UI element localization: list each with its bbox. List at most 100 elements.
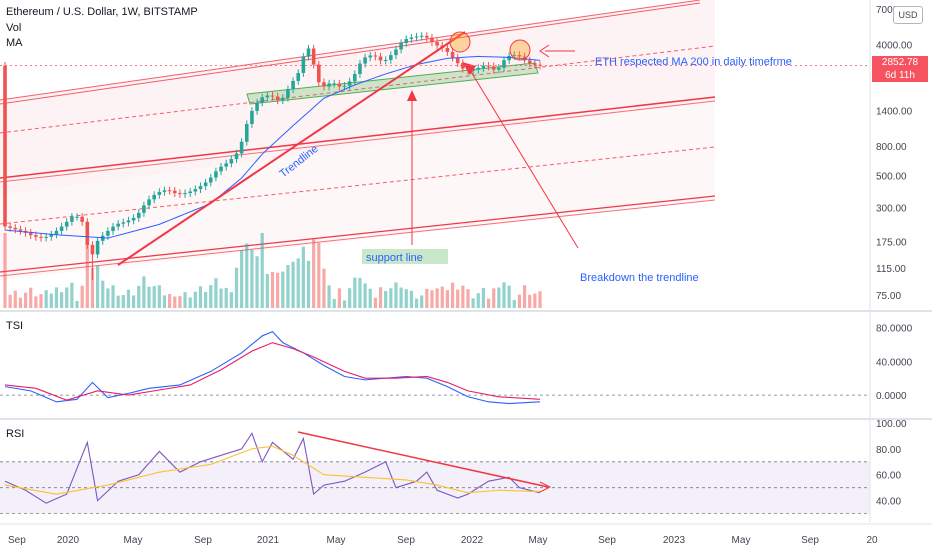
candle-body [332, 83, 337, 85]
rsi-trendline[interactable] [297, 431, 549, 488]
time-axis-tick: May [529, 535, 548, 546]
candle-body [414, 36, 419, 38]
rsi-pane[interactable] [0, 431, 870, 514]
channel-mid-line[interactable] [0, 96, 716, 179]
ma200-annotation[interactable]: ETH respected MA 200 in daily timefrme [595, 56, 792, 68]
candle-body [502, 60, 506, 68]
price-axis-tick: 175.00 [876, 238, 907, 249]
rsi-axis-tick: 100.00 [876, 419, 907, 430]
candle-body [95, 240, 100, 255]
volume-bar [95, 265, 100, 308]
candle-body [491, 66, 496, 70]
channel-lower-line[interactable] [0, 195, 716, 273]
rsi-ma-line[interactable] [4, 445, 541, 495]
candle-body [430, 37, 434, 43]
candle-body [219, 166, 223, 172]
candle-body [275, 96, 280, 101]
volume-bar [224, 287, 228, 308]
support-zone[interactable] [246, 62, 539, 105]
time-axis-tick: 2020 [57, 535, 80, 546]
volume-bar [142, 276, 146, 308]
candle-body [296, 73, 301, 81]
channel-upper-line[interactable] [0, 0, 701, 101]
price-axis-tick: 500.00 [876, 171, 907, 182]
volume-bar [80, 285, 84, 308]
volume-bar [85, 241, 89, 308]
tsi-label[interactable]: TSI [6, 320, 24, 332]
candle-body [533, 63, 537, 65]
volume-series[interactable] [3, 233, 542, 308]
candle-body [178, 193, 182, 195]
last-price-value: 2852.78 [881, 57, 919, 68]
volume-bar [497, 287, 501, 308]
breakdown-arrow-line[interactable] [469, 69, 579, 249]
candle-body [363, 57, 367, 64]
candle-body [70, 216, 74, 222]
volume-bar [301, 246, 305, 308]
volume-bar [486, 298, 491, 308]
price-axis-tick: 115.00 [876, 264, 906, 275]
volume-bar [281, 271, 285, 308]
candle-body [214, 171, 218, 178]
candle-body [188, 191, 192, 194]
volume-bar [173, 296, 177, 308]
channel-mid-line-2[interactable] [0, 100, 716, 183]
time-axis-tick: Sep [801, 535, 819, 546]
time-axis-tick: Sep [194, 535, 212, 546]
support-annotation[interactable]: support line [366, 252, 423, 264]
candle-body [136, 212, 141, 218]
volume-bar [378, 287, 383, 308]
candle-body [455, 57, 460, 64]
trendline[interactable] [117, 31, 466, 266]
tsi-line[interactable] [4, 331, 541, 405]
time-axis-tick: 2021 [257, 535, 280, 546]
volume-bar [250, 249, 254, 308]
candle-body [44, 236, 48, 238]
candle-body [358, 63, 362, 74]
highlight-circle-retest[interactable] [509, 39, 531, 61]
currency-badge[interactable]: USD [893, 6, 923, 24]
price-channel[interactable] [0, 0, 716, 280]
candle-body [28, 232, 33, 236]
rsi-label[interactable]: RSI [6, 428, 25, 440]
candle-body [425, 35, 429, 38]
channel-quarter-line-upper[interactable] [0, 45, 716, 134]
volume-bar [234, 267, 239, 308]
highlight-circle-top[interactable] [449, 31, 471, 53]
ma-line[interactable] [4, 55, 541, 239]
volume-bar [162, 295, 167, 308]
volume-bar [404, 289, 408, 308]
candle-body [435, 42, 439, 46]
candle-series[interactable] [3, 32, 542, 281]
volume-bar [3, 233, 7, 308]
candle-body [291, 80, 295, 90]
candle-body [234, 153, 239, 160]
volume-bar [456, 289, 460, 308]
volume-bar [481, 287, 486, 308]
candle-body [250, 110, 254, 125]
volume-bar [353, 277, 357, 308]
candle-body [337, 83, 342, 87]
breakdown-annotation[interactable]: Breakdown the trendline [580, 272, 699, 284]
candle-body [507, 55, 511, 61]
ma-indicator-label[interactable]: MA [6, 37, 23, 49]
volume-bar [409, 290, 413, 308]
rsi-line[interactable] [4, 432, 541, 504]
volume-bar [126, 289, 131, 308]
tsi-axis-tick: 0.0000 [876, 391, 907, 402]
volume-bar [373, 297, 377, 308]
price-pane[interactable]: ETH respected MA 200 in daily timefrmeTr… [0, 0, 870, 308]
candle-body [152, 194, 156, 200]
tsi-pane[interactable] [0, 331, 870, 405]
candle-body [419, 35, 424, 37]
channel-quarter-line-lower[interactable] [0, 146, 716, 225]
volume-bar [8, 294, 12, 308]
candle-body [116, 223, 120, 227]
tsi-signal-line[interactable] [4, 342, 541, 401]
candle-body [59, 226, 64, 231]
vol-indicator-label[interactable]: Vol [6, 22, 22, 34]
channel-upper-line[interactable] [0, 2, 701, 105]
candle-body [373, 55, 378, 57]
candle-body [265, 95, 270, 98]
